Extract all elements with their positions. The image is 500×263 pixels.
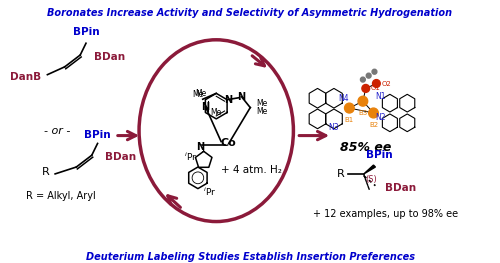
Text: $^{i}$Pr: $^{i}$Pr (184, 151, 198, 163)
Polygon shape (309, 109, 326, 129)
Text: N: N (224, 95, 232, 105)
Polygon shape (326, 88, 342, 108)
Text: Co: Co (221, 138, 236, 148)
Text: + 4 atm. H₂: + 4 atm. H₂ (222, 165, 282, 175)
Text: - or -: - or - (44, 126, 70, 136)
Polygon shape (188, 167, 207, 189)
Text: B2: B2 (369, 122, 378, 128)
Text: N: N (202, 102, 209, 112)
Text: Me: Me (192, 90, 203, 99)
Text: B1: B1 (344, 117, 354, 123)
Text: R: R (337, 169, 344, 179)
Text: BPin: BPin (72, 27, 100, 37)
Text: O1: O1 (370, 85, 380, 92)
Circle shape (368, 108, 378, 118)
Text: Me: Me (256, 99, 268, 108)
Circle shape (362, 84, 370, 92)
Circle shape (358, 96, 368, 106)
Text: O2: O2 (381, 80, 391, 87)
Text: Me: Me (195, 89, 206, 98)
Text: Deuterium Labeling Studies Establish Insertion Preferences: Deuterium Labeling Studies Establish Ins… (86, 251, 414, 261)
Text: 85% ee: 85% ee (340, 141, 392, 154)
Polygon shape (364, 165, 376, 174)
Polygon shape (382, 94, 398, 112)
Polygon shape (309, 88, 326, 108)
Text: N: N (196, 142, 204, 152)
Text: N1: N1 (375, 92, 386, 101)
Text: Me: Me (256, 107, 268, 116)
Text: Me: Me (210, 108, 222, 117)
Text: (S): (S) (366, 175, 378, 184)
Circle shape (360, 77, 366, 82)
Polygon shape (400, 114, 415, 132)
Circle shape (344, 103, 354, 113)
Polygon shape (382, 114, 398, 132)
Text: R: R (42, 167, 50, 177)
Text: BDan: BDan (385, 183, 416, 193)
Text: N3: N3 (328, 123, 339, 132)
Text: DanB: DanB (10, 72, 42, 82)
Text: N4: N4 (338, 94, 349, 103)
Text: N: N (238, 92, 246, 102)
Text: BPin: BPin (84, 129, 111, 139)
Text: + 12 examples, up to 98% ee: + 12 examples, up to 98% ee (312, 209, 458, 219)
Text: B3: B3 (358, 110, 368, 116)
Text: N2: N2 (375, 113, 386, 122)
Circle shape (372, 69, 377, 74)
Polygon shape (326, 109, 342, 129)
Circle shape (366, 73, 371, 78)
Text: BDan: BDan (94, 52, 125, 62)
Text: BDan: BDan (106, 152, 136, 162)
Text: Boronates Increase Activity and Selectivity of Asymmetric Hydrogenation: Boronates Increase Activity and Selectiv… (48, 8, 452, 18)
Circle shape (372, 80, 380, 87)
Text: R = Alkyl, Aryl: R = Alkyl, Aryl (26, 191, 96, 201)
Text: $^{i}$Pr: $^{i}$Pr (203, 185, 216, 198)
Text: BPin: BPin (366, 150, 392, 160)
Polygon shape (206, 93, 227, 119)
Polygon shape (400, 94, 415, 112)
